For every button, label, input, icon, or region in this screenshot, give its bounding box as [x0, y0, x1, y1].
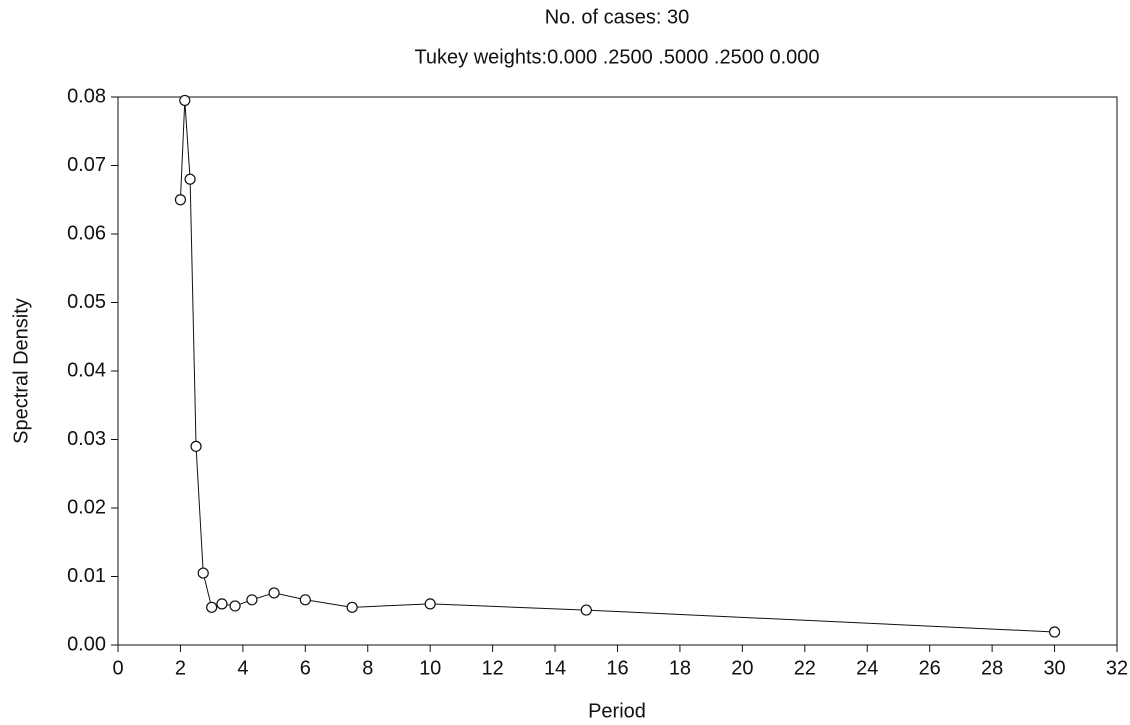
marker: [190, 440, 202, 452]
x-tick-label: 18: [669, 657, 691, 679]
chart-subtitle: Tukey weights:0.000 .2500 .5000 .2500 0.…: [414, 46, 819, 68]
marker: [580, 604, 592, 616]
marker: [424, 598, 436, 610]
marker: [268, 587, 280, 599]
y-tick-label: 0.02: [67, 496, 106, 518]
y-tick-label: 0.01: [67, 565, 106, 587]
marker: [184, 173, 196, 185]
x-tick-label: 24: [856, 657, 878, 679]
marker: [197, 567, 209, 579]
x-tick-label: 0: [112, 657, 123, 679]
marker: [246, 594, 258, 606]
x-tick-label: 14: [544, 657, 566, 679]
marker: [174, 194, 187, 206]
y-tick-label: 0.00: [67, 633, 106, 655]
x-axis-label: Period: [588, 700, 646, 722]
x-tick-label: 12: [482, 657, 504, 679]
x-tick-label: 26: [919, 657, 941, 679]
y-tick-label: 0.08: [67, 85, 106, 107]
x-tick-label: 20: [731, 657, 753, 679]
y-tick-label: 0.07: [67, 154, 106, 176]
x-tick-label: 6: [300, 657, 311, 679]
y-tick-label: 0.04: [67, 359, 106, 381]
marker: [1048, 626, 1061, 638]
marker: [216, 598, 228, 610]
chart-title: No. of cases: 30: [545, 6, 690, 28]
x-tick-label: 22: [794, 657, 816, 679]
plot-frame: [117, 96, 1118, 646]
marker: [179, 94, 191, 107]
x-tick-label: 10: [419, 657, 441, 679]
x-tick-label: 2: [175, 657, 186, 679]
marker: [206, 601, 218, 613]
marker: [299, 594, 311, 606]
y-tick-label: 0.03: [67, 428, 106, 450]
x-tick-label: 28: [981, 657, 1003, 679]
x-tick-label: 8: [362, 657, 373, 679]
y-tick-label: 0.05: [67, 291, 106, 313]
x-tick-label: 4: [237, 657, 248, 679]
marker: [229, 600, 241, 612]
y-tick-label: 0.06: [67, 222, 106, 244]
x-tick-label: 30: [1043, 657, 1065, 679]
marker: [346, 601, 358, 613]
x-tick-label: 32: [1106, 657, 1128, 679]
line: [179, 100, 1055, 633]
y-axis-label: Spectral Density: [10, 298, 32, 444]
x-tick-label: 16: [606, 657, 628, 679]
